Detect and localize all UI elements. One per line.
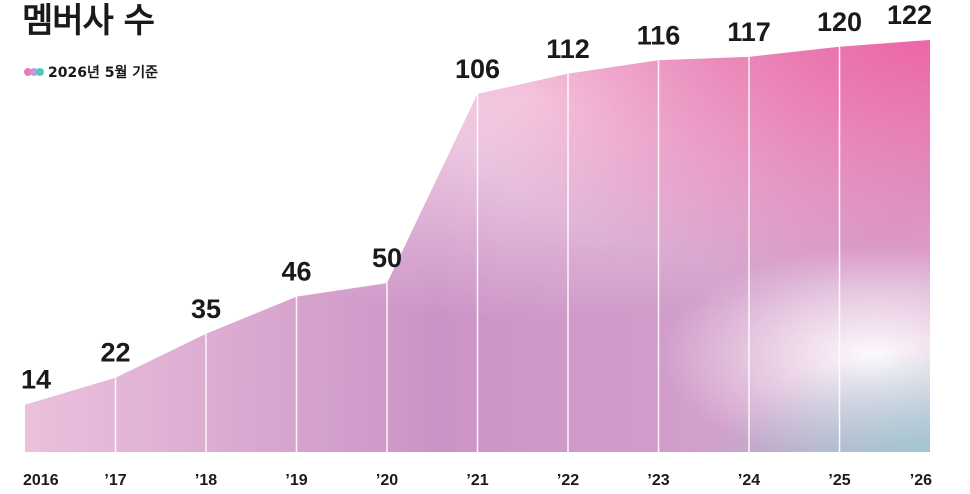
x-tick-label: 2016 <box>23 472 59 489</box>
x-tick-labels: 2016 ’17 ’18 ’19 ’20 ’21 ’22 ’23 ’24 ’25 ’26 <box>23 472 932 489</box>
x-tick-label: ’22 <box>557 472 579 489</box>
data-value-label: 120 <box>817 7 862 37</box>
x-tick-label: ’23 <box>647 472 669 489</box>
x-tick-label: ’17 <box>104 472 126 489</box>
x-tick-label: ’19 <box>285 472 307 489</box>
data-value-label: 14 <box>21 365 51 395</box>
data-value-label: 122 <box>887 0 932 30</box>
dot-teal <box>36 68 44 76</box>
data-value-label: 22 <box>100 338 130 368</box>
x-tick-label: ’20 <box>376 472 398 489</box>
x-tick-label: ’26 <box>910 472 932 489</box>
x-tick-label: ’21 <box>466 472 488 489</box>
x-tick-label: ’24 <box>738 472 760 489</box>
data-value-label: 50 <box>372 243 402 273</box>
value-labels: 14 22 35 46 50 106 112 116 117 120 122 <box>21 0 932 395</box>
x-tick-label: ’25 <box>828 472 850 489</box>
data-value-label: 46 <box>281 257 311 287</box>
dot-pink <box>24 68 32 76</box>
x-tick-label: ’18 <box>195 472 217 489</box>
year-dividers <box>114 46 841 452</box>
chart-subtitle: 2026년 5월 기준 <box>24 62 158 82</box>
dot-purple <box>30 68 38 76</box>
data-value-label: 35 <box>191 294 221 324</box>
data-value-label: 117 <box>727 17 771 47</box>
subtitle-text: 2026년 5월 기준 <box>48 65 158 81</box>
data-value-label: 112 <box>546 34 590 64</box>
data-value-label: 116 <box>637 20 681 50</box>
chart-title: 멤버사 수 <box>22 1 155 41</box>
color-dots-icon <box>24 68 44 76</box>
data-value-label: 106 <box>455 54 500 84</box>
